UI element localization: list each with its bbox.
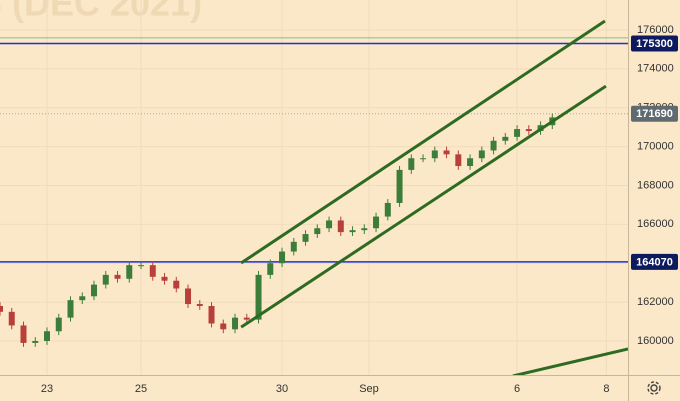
candle-body [302, 234, 309, 242]
candle-body [220, 323, 227, 330]
y-tick-label: 160000 [637, 335, 674, 347]
candle-body [290, 241, 297, 252]
y-tick-label: 174000 [637, 63, 674, 75]
watermark: S (DEC 2021) [0, 0, 202, 24]
price-label: 175300 [636, 38, 673, 50]
candle-body [149, 265, 156, 277]
price-label: 164070 [636, 256, 673, 268]
y-tick-label: 166000 [637, 218, 674, 230]
candle-body [32, 340, 39, 343]
candle-body [396, 169, 403, 203]
x-tick-label: 8 [603, 383, 609, 395]
candle-body [185, 288, 192, 305]
y-tick-label: 168000 [637, 179, 674, 191]
price-label-box [631, 253, 678, 270]
candle-body [8, 311, 15, 326]
candle-body [431, 150, 438, 159]
settings-icon[interactable] [647, 381, 661, 395]
x-tick-label: Sep [359, 383, 379, 395]
candle-body [478, 150, 485, 159]
price-label-box [631, 35, 678, 52]
candle-body [161, 276, 168, 281]
candle-body [349, 230, 356, 233]
candle-body [326, 220, 333, 229]
x-tick-label: 30 [276, 383, 288, 395]
y-tick-label: 176000 [637, 24, 674, 36]
candle-body [373, 216, 380, 229]
x-tick-label: 6 [514, 383, 520, 395]
candle-body [114, 274, 121, 279]
price-label: 171690 [636, 108, 673, 120]
candle-body [420, 158, 427, 160]
candle-body [279, 251, 286, 264]
candle-body [44, 331, 51, 341]
trend-line [240, 84, 607, 329]
candle-body [20, 325, 27, 343]
candle-body [502, 136, 509, 141]
candle-body [455, 154, 462, 167]
candle-body [490, 140, 497, 151]
candle-body [91, 284, 98, 297]
candle-body [314, 228, 321, 235]
y-tick-label: 162000 [637, 296, 674, 308]
candle-body [0, 305, 3, 312]
trend-line [240, 19, 606, 265]
candle-body [255, 274, 262, 320]
candle-body [525, 129, 532, 132]
candle-body [408, 158, 415, 170]
candle-body [384, 202, 391, 217]
price-label-box [631, 105, 678, 122]
x-tick-label: 23 [41, 383, 53, 395]
candle-body [443, 150, 450, 155]
candle-body [196, 304, 203, 306]
candle-body [55, 317, 62, 332]
candle-body [126, 265, 133, 279]
x-tick-label: 25 [135, 383, 147, 395]
candle-body [138, 265, 145, 267]
candle-body [102, 274, 109, 285]
trend-line [512, 347, 628, 375]
candle-body [514, 129, 521, 137]
candle-body [173, 280, 180, 289]
candle-body [243, 317, 250, 320]
candle-body [267, 263, 274, 275]
y-tick-label: 170000 [637, 140, 674, 152]
candle-body [337, 220, 344, 233]
candle-body [208, 305, 215, 324]
candle-body [467, 158, 474, 167]
candle-body [361, 228, 368, 231]
candle-body [232, 317, 239, 330]
candle-body [67, 300, 74, 318]
candle-body [79, 296, 86, 301]
